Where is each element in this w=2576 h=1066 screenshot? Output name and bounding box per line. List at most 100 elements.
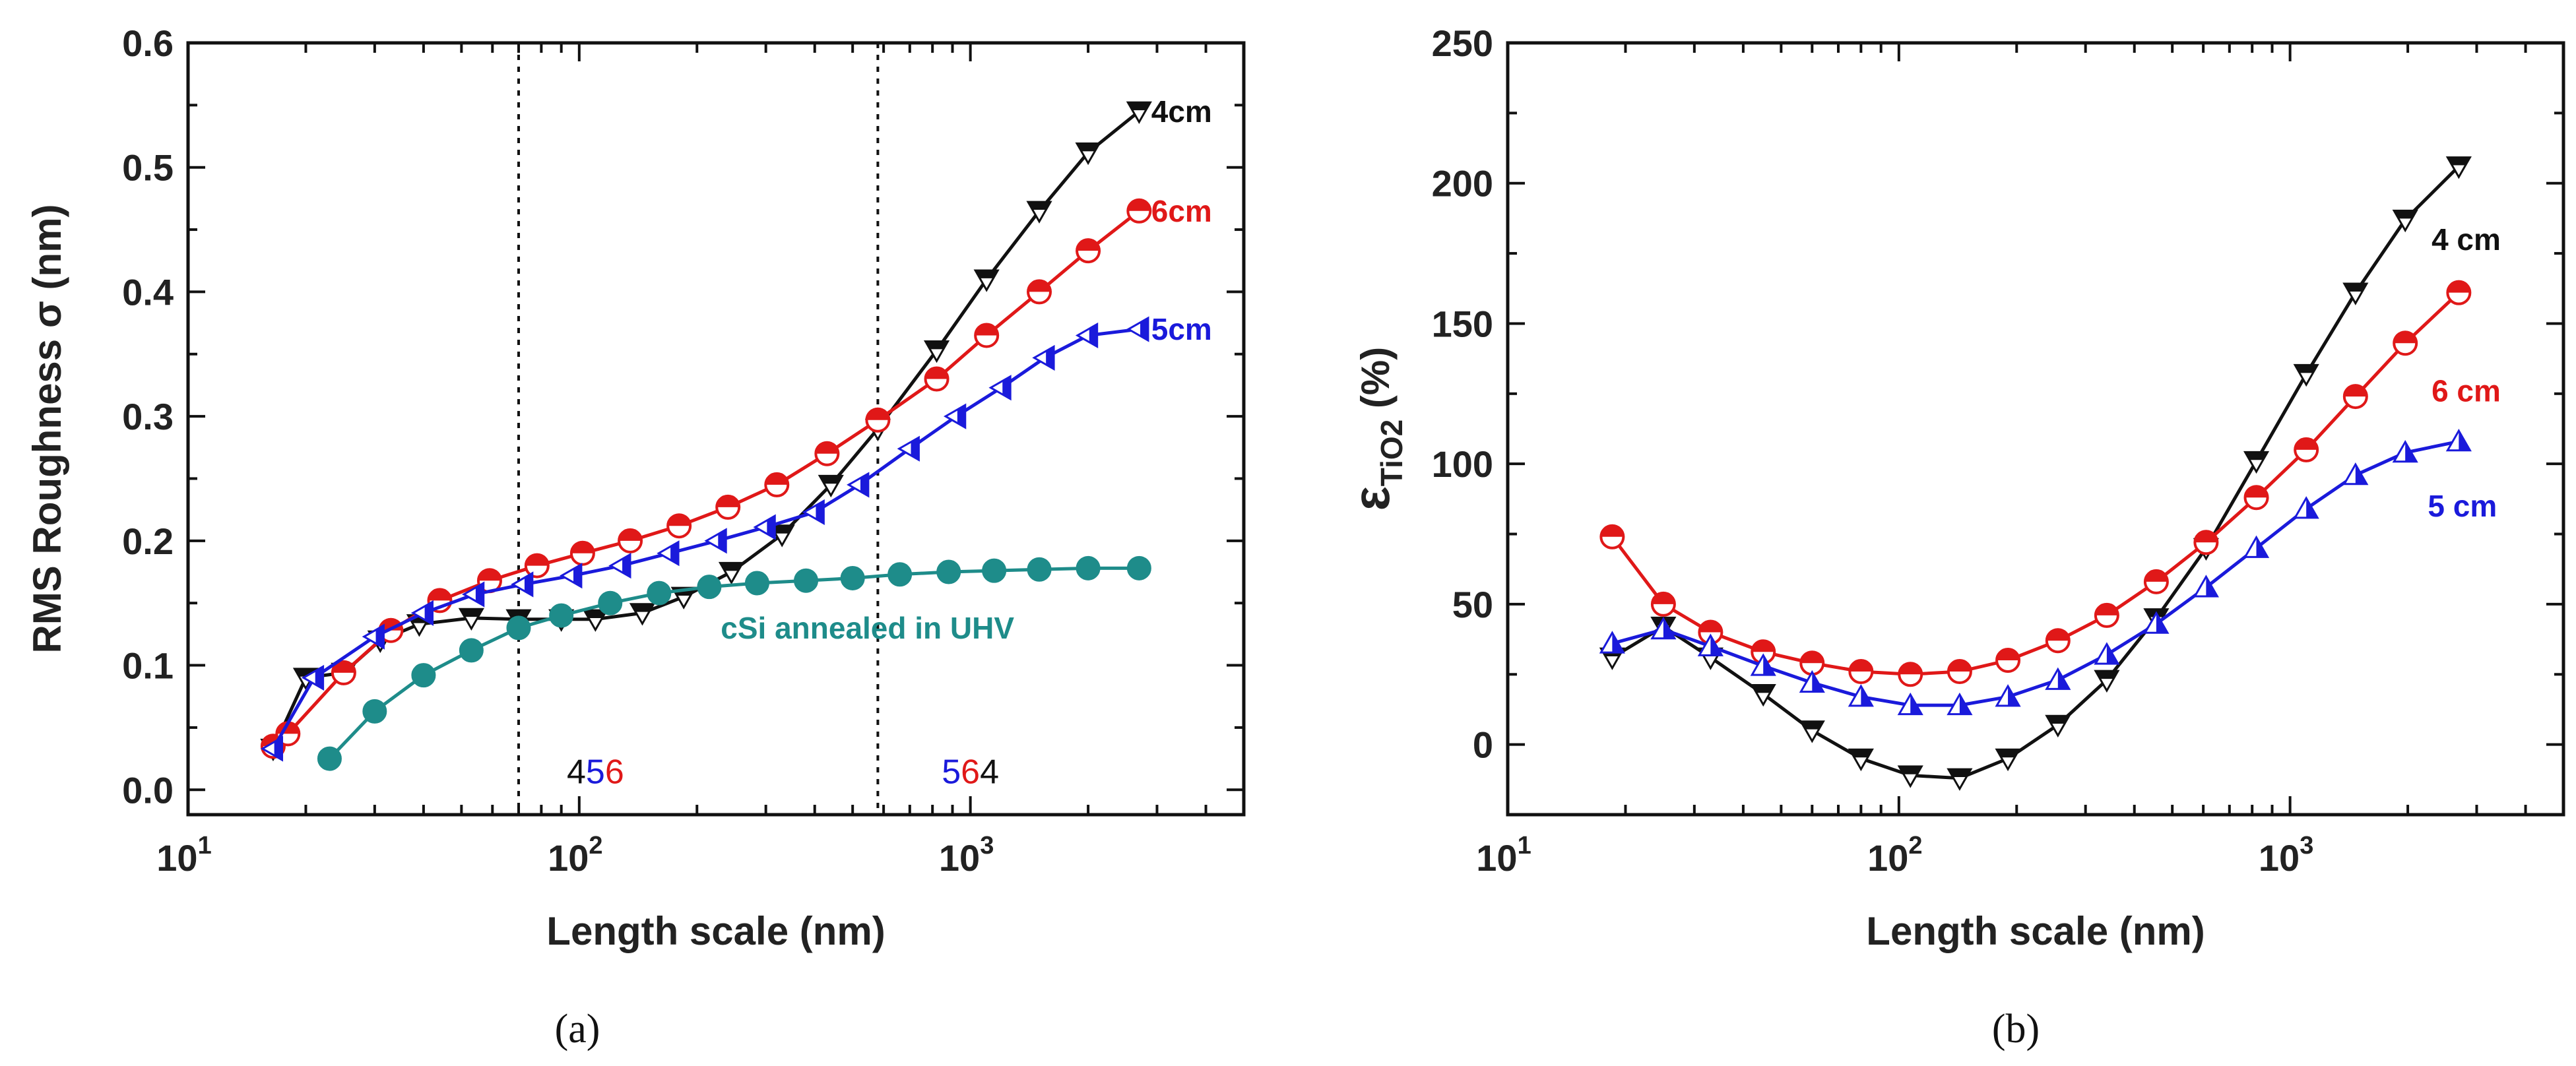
data-point-csi-annealed-in-uhv	[1076, 555, 1101, 580]
data-point-5cm	[560, 563, 583, 589]
data-point-csi-annealed-in-uhv	[1126, 555, 1151, 580]
data-point-4cm	[1075, 142, 1101, 166]
data-point-6-cm	[1947, 659, 1972, 685]
data-point-5-cm	[2293, 496, 2319, 519]
series-5cm	[260, 316, 1149, 762]
data-point-6cm	[1076, 238, 1101, 264]
panel-a-labels: 456 564 4cm 6cm 5cm cSi annealed in UHV	[567, 94, 1212, 791]
panel-b-y-axis-symbol: ε	[1342, 486, 1400, 511]
y-tick-label: 0.3	[122, 396, 174, 437]
data-point-4cm	[1126, 101, 1152, 124]
data-point-6cm	[764, 472, 790, 497]
data-point-6cm	[814, 441, 840, 466]
data-point-6cm	[924, 366, 950, 392]
series-label-5-cm: 5 cm	[2428, 489, 2497, 523]
data-point-6cm	[524, 553, 550, 579]
data-point-5cm	[511, 571, 534, 598]
data-point-6cm	[666, 513, 692, 539]
data-point-csi-annealed-in-uhv	[411, 663, 436, 688]
series-line-6-cm	[1611, 291, 2461, 676]
x-tick-label: 103	[2259, 832, 2313, 879]
data-point-4-cm	[1995, 748, 2021, 772]
panel-b-axes: 101 102 103 0 50 100 150 200 250	[1432, 22, 2565, 879]
panel-a-axes: 101 102 103 0.0 0.1 0.2 0.3 0.4 0.5 0.6	[122, 22, 1245, 879]
data-point-6cm	[974, 323, 1000, 348]
data-point-4-cm	[2392, 209, 2418, 233]
y-tick-label: 100	[1432, 443, 1493, 485]
data-point-5cm	[943, 403, 967, 429]
x-tick-label: 102	[1867, 832, 1922, 879]
y-tick-label: 0.6	[122, 22, 174, 64]
data-point-4cm	[818, 474, 844, 498]
data-point-5cm	[897, 435, 920, 462]
data-point-5cm	[462, 581, 485, 608]
panel-a-label: (a)	[555, 1007, 600, 1051]
data-point-5-cm	[2045, 667, 2071, 690]
data-point-5cm	[1075, 322, 1099, 349]
series-label-4cm: 4cm	[1151, 94, 1212, 129]
data-point-5-cm	[1947, 692, 1973, 716]
data-point-6cm	[618, 528, 643, 553]
y-tick-label: 0	[1473, 724, 1493, 766]
region-label: 564	[942, 753, 999, 791]
panel-a-y-axis-title: RMS Roughness σ (nm)	[25, 204, 69, 653]
data-point-6-cm	[1650, 591, 1676, 617]
x-tick-label: 102	[548, 832, 602, 879]
data-point-6-cm	[1995, 648, 2021, 673]
panel-b-y-axis-subscript: TiO2	[1374, 420, 1409, 486]
panel-b-labels: 4 cm 6 cm 5 cm	[2428, 222, 2501, 523]
data-point-5-cm	[2143, 611, 2170, 634]
data-point-5cm	[1032, 344, 1055, 371]
data-point-4cm	[923, 340, 950, 363]
data-point-4-cm	[2342, 282, 2369, 305]
series-csi-annealed-in-uhv	[317, 555, 1151, 771]
data-point-5cm	[988, 375, 1012, 401]
data-point-6cm	[427, 588, 453, 613]
panel-b-y-axis-unit: (%)	[1353, 347, 1398, 420]
y-tick-label: 50	[1452, 584, 1493, 625]
data-point-5cm	[362, 623, 385, 650]
data-point-4-cm	[1947, 768, 1973, 791]
data-point-6-cm	[2342, 384, 2368, 410]
y-tick-label: 0.1	[122, 645, 174, 687]
region-label: 456	[567, 753, 624, 791]
data-point-csi-annealed-in-uhv	[647, 580, 672, 606]
data-point-csi-annealed-in-uhv	[317, 746, 342, 771]
data-point-6-cm	[2393, 330, 2418, 356]
data-point-csi-annealed-in-uhv	[840, 565, 865, 590]
data-point-6-cm	[2193, 530, 2219, 555]
data-point-6-cm	[1848, 659, 1874, 685]
data-point-5cm	[802, 499, 825, 526]
data-point-5-cm	[1897, 692, 1923, 716]
data-point-5-cm	[1799, 670, 1825, 693]
data-point-4cm	[718, 561, 745, 585]
panel-a-x-axis-title: Length scale (nm)	[546, 909, 885, 953]
data-point-5cm	[753, 514, 776, 540]
data-point-csi-annealed-in-uhv	[744, 571, 769, 596]
series-line-4cm	[271, 110, 1140, 750]
data-point-csi-annealed-in-uhv	[549, 603, 574, 628]
data-point-5cm	[847, 472, 870, 498]
data-point-5-cm	[2342, 462, 2369, 486]
data-point-4-cm	[2243, 451, 2270, 474]
data-point-6cm	[715, 494, 741, 520]
data-point-4cm	[629, 603, 656, 626]
data-point-5-cm	[1848, 684, 1874, 707]
panel-b-x-axis-title: Length scale (nm)	[1866, 909, 2205, 953]
data-point-6cm	[1027, 279, 1052, 305]
y-tick-label: 0.5	[122, 147, 174, 189]
data-point-csi-annealed-in-uhv	[1027, 557, 1052, 582]
data-point-csi-annealed-in-uhv	[506, 615, 531, 641]
data-point-csi-annealed-in-uhv	[794, 568, 819, 593]
series-line-5-cm	[1611, 439, 2459, 707]
data-point-csi-annealed-in-uhv	[697, 575, 722, 600]
data-point-5cm	[301, 664, 325, 691]
data-point-6cm	[331, 660, 356, 685]
data-point-4-cm	[2094, 670, 2120, 693]
data-point-4-cm	[2045, 714, 2071, 738]
data-point-5-cm	[2193, 575, 2219, 598]
data-point-csi-annealed-in-uhv	[459, 638, 484, 663]
x-tick-label: 101	[156, 832, 211, 879]
series-label-6cm: 6cm	[1151, 194, 1212, 228]
data-point-6-cm	[2045, 628, 2071, 654]
